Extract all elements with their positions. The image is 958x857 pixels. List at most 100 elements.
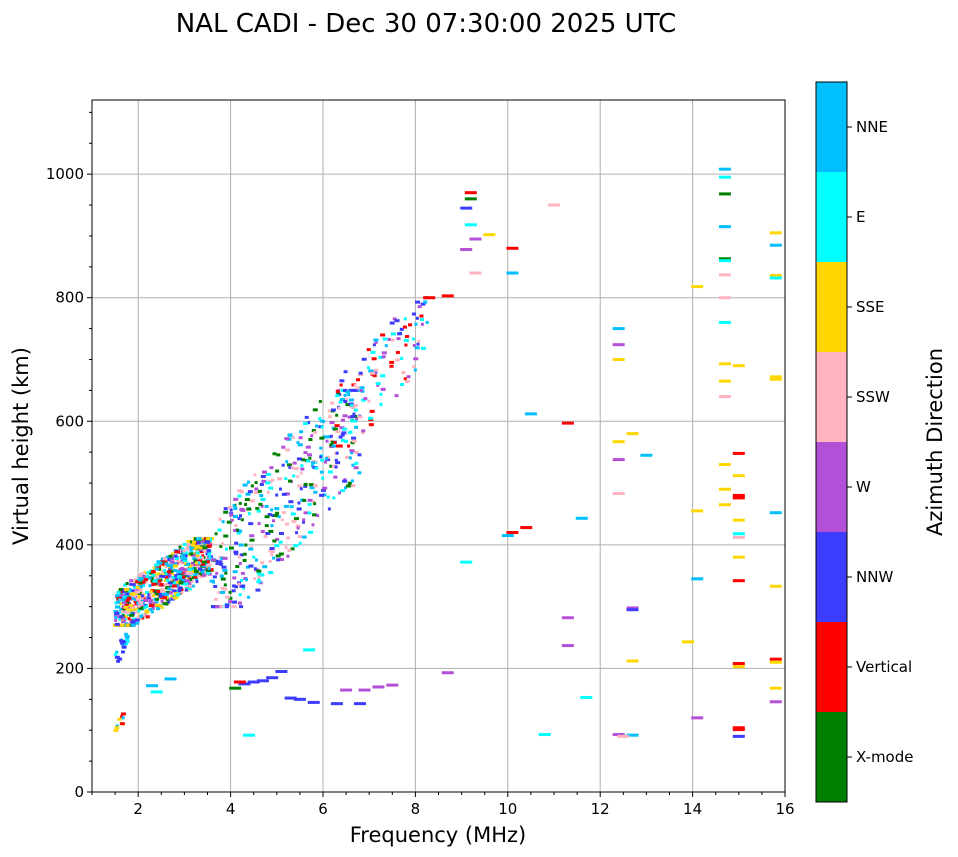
echo-mark bbox=[338, 400, 343, 404]
echo-mark bbox=[337, 406, 341, 410]
echo-mark bbox=[128, 603, 133, 607]
colorbar-segment bbox=[816, 352, 847, 442]
echo-mark bbox=[287, 463, 293, 467]
echo-mark bbox=[361, 429, 366, 433]
echo-mark bbox=[239, 514, 243, 518]
echo-mark bbox=[239, 507, 245, 511]
echo-mark bbox=[166, 564, 172, 568]
echo-mark bbox=[389, 360, 395, 364]
echo-mark bbox=[353, 383, 357, 387]
echo-mark bbox=[373, 370, 378, 374]
echo-mark bbox=[262, 565, 268, 569]
echo-mark bbox=[425, 320, 429, 324]
echo-mark bbox=[300, 467, 305, 471]
echo-mark bbox=[132, 607, 138, 611]
echo-mark bbox=[274, 544, 280, 548]
echo-mark bbox=[156, 590, 161, 594]
echo-mark bbox=[171, 584, 177, 588]
echo-mark bbox=[372, 343, 376, 347]
echo-mark bbox=[165, 598, 169, 602]
echo-mark bbox=[228, 546, 234, 550]
echo-mark bbox=[718, 503, 731, 507]
echo-mark bbox=[266, 676, 279, 680]
echo-mark bbox=[261, 470, 267, 474]
echo-mark bbox=[193, 569, 199, 573]
echo-mark bbox=[174, 550, 178, 554]
echo-mark bbox=[265, 472, 271, 476]
echo-mark bbox=[202, 573, 207, 577]
echo-mark bbox=[626, 659, 639, 663]
echo-mark bbox=[182, 551, 188, 555]
echo-mark bbox=[126, 596, 131, 600]
echo-mark bbox=[394, 394, 399, 398]
echo-mark bbox=[143, 578, 149, 582]
echo-mark bbox=[145, 604, 149, 608]
echo-mark bbox=[355, 417, 359, 421]
echo-mark bbox=[308, 530, 314, 534]
echo-mark bbox=[125, 592, 130, 596]
echo-mark bbox=[397, 332, 403, 336]
echo-mark bbox=[308, 483, 314, 487]
echo-mark bbox=[308, 438, 313, 442]
echo-mark bbox=[207, 567, 211, 571]
x-tick-label: 2 bbox=[133, 800, 143, 818]
echo-mark bbox=[257, 489, 262, 493]
x-tick-label: 8 bbox=[411, 800, 421, 818]
echo-mark bbox=[612, 440, 625, 444]
echo-mark bbox=[125, 582, 129, 586]
echo-mark bbox=[464, 223, 477, 227]
echo-mark bbox=[193, 537, 197, 541]
echo-mark bbox=[278, 557, 284, 561]
echo-mark bbox=[378, 355, 384, 359]
echo-mark bbox=[413, 368, 417, 372]
echo-mark bbox=[769, 686, 782, 690]
echo-mark bbox=[114, 618, 118, 622]
echo-mark bbox=[277, 515, 281, 519]
echo-mark bbox=[119, 602, 124, 606]
echo-mark bbox=[138, 577, 144, 581]
echo-mark bbox=[170, 565, 174, 569]
echo-mark bbox=[334, 458, 338, 462]
echo-mark bbox=[162, 556, 167, 560]
echo-mark bbox=[333, 440, 337, 444]
echo-mark bbox=[329, 421, 335, 425]
echo-mark bbox=[366, 348, 371, 352]
echo-mark bbox=[384, 344, 388, 348]
echo-mark bbox=[193, 575, 198, 579]
echo-mark bbox=[165, 582, 170, 586]
echo-mark bbox=[335, 389, 340, 393]
echo-mark bbox=[335, 413, 339, 417]
echo-mark bbox=[138, 606, 143, 610]
echo-mark bbox=[135, 586, 140, 590]
echo-mark bbox=[732, 496, 745, 500]
echo-mark bbox=[420, 322, 424, 326]
echo-mark bbox=[732, 474, 745, 478]
echo-mark bbox=[460, 248, 473, 252]
colorbar-segment bbox=[816, 82, 847, 172]
echo-mark bbox=[253, 491, 259, 495]
echo-mark bbox=[769, 375, 782, 379]
echo-mark bbox=[126, 640, 130, 644]
echo-mark bbox=[229, 508, 233, 512]
echo-mark bbox=[249, 534, 255, 538]
echo-mark bbox=[235, 528, 239, 532]
echo-mark bbox=[340, 388, 345, 392]
colorbar-label: X-mode bbox=[856, 748, 913, 766]
echo-mark bbox=[313, 431, 318, 435]
echo-mark bbox=[357, 471, 362, 475]
echo-mark bbox=[171, 581, 177, 585]
echo-mark bbox=[120, 715, 124, 719]
echo-mark bbox=[149, 576, 154, 580]
echo-mark bbox=[114, 652, 118, 656]
echo-mark bbox=[171, 576, 177, 580]
echo-mark bbox=[182, 559, 188, 563]
echo-mark bbox=[151, 582, 157, 586]
echo-mark bbox=[189, 579, 194, 583]
echo-mark bbox=[399, 327, 404, 331]
echo-mark bbox=[343, 400, 348, 404]
echo-mark bbox=[332, 444, 337, 448]
echo-mark bbox=[178, 561, 183, 565]
echo-mark bbox=[271, 478, 275, 482]
echo-mark bbox=[195, 580, 199, 584]
